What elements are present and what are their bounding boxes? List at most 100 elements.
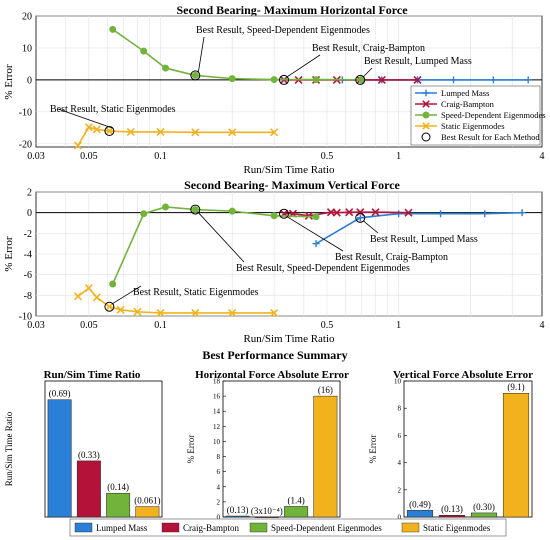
y-tick-label: 6 bbox=[217, 468, 221, 476]
plus-marker bbox=[437, 210, 445, 218]
legend-label: Best Result for Each Method bbox=[441, 132, 540, 142]
bar bbox=[502, 392, 530, 518]
bar-data-label: (0.13) bbox=[441, 504, 463, 514]
legend-label: Speed-Dependent Eigenmodes bbox=[441, 110, 546, 120]
run-sim-bar-chart: Run/Sim Time Ratio (0.69)(0.33)(0.14)(0.… bbox=[4, 369, 163, 518]
legend: Lumped MassCraig-BamptonSpeed-Dependent … bbox=[410, 85, 546, 146]
best-result-circle bbox=[104, 126, 115, 137]
dot-marker bbox=[140, 210, 148, 218]
dot-marker bbox=[312, 213, 320, 221]
x-marker bbox=[116, 305, 125, 314]
vertical-force-chart: Second Bearing- Maximum Vertical Force 0… bbox=[3, 178, 545, 345]
bars-layer: (0.49) (0.13) (0.30) (9.1) bbox=[406, 382, 530, 518]
x-marker bbox=[228, 308, 237, 317]
bar bbox=[438, 514, 466, 518]
x-tick-label: 0.1 bbox=[154, 320, 167, 331]
legend-label: Static Eigenmodes bbox=[423, 523, 491, 533]
legend-label: Lumped Mass bbox=[441, 88, 489, 98]
best-result-circle bbox=[104, 301, 115, 312]
plus-marker bbox=[422, 89, 430, 97]
bottom-legend: Lumped Mass Craig-Bampton Speed-Dependent … bbox=[69, 518, 507, 537]
legend-best-circle bbox=[421, 132, 431, 142]
summary-title: Best Performance Summary bbox=[202, 348, 347, 362]
x-tick-label: 0.1 bbox=[154, 151, 167, 162]
x-marker bbox=[413, 75, 422, 84]
bar bbox=[225, 515, 250, 518]
y-axis-label: % Error bbox=[3, 64, 15, 99]
dot-marker bbox=[109, 25, 117, 33]
x-tick-label: 1 bbox=[396, 151, 401, 162]
annotation-label: Best Result, Static Eigenmodes bbox=[50, 104, 176, 115]
y-axis-label: % Error bbox=[3, 236, 15, 271]
y-tick-label: 16 bbox=[213, 393, 221, 401]
x-marker bbox=[332, 208, 341, 217]
x-marker bbox=[371, 208, 380, 217]
bar-data-label: (0.30) bbox=[473, 502, 495, 512]
best-result-circle bbox=[278, 208, 289, 219]
x-marker bbox=[422, 100, 430, 108]
annotation-arrow bbox=[362, 67, 373, 78]
y-tick-label: 8 bbox=[398, 405, 402, 413]
dot-marker bbox=[312, 76, 320, 84]
legend-swatch bbox=[249, 522, 268, 533]
y-tick-label: 0 bbox=[27, 208, 32, 219]
annotation-label: Best Result, Lumped Mass bbox=[370, 234, 478, 245]
y-tick-label: 20 bbox=[22, 12, 32, 23]
x-tick-label: 0.03 bbox=[27, 151, 45, 162]
plus-marker bbox=[356, 214, 364, 222]
y-tick-label: 4 bbox=[398, 459, 402, 467]
y-tick-label: 10 bbox=[22, 43, 32, 54]
plus-marker bbox=[450, 76, 458, 84]
y-tick-label: 4 bbox=[217, 483, 221, 491]
x-marker bbox=[304, 211, 313, 220]
x-marker bbox=[73, 141, 82, 150]
x-tick-label: 1 bbox=[396, 320, 401, 331]
bar-data-label: (0.33) bbox=[78, 450, 100, 460]
bar bbox=[47, 399, 72, 518]
legend-label: Speed-Dependent Eigenmodes bbox=[271, 523, 382, 533]
bar-data-label: (3x10⁻⁴) bbox=[251, 506, 283, 516]
x-marker bbox=[126, 127, 135, 137]
gridlines bbox=[36, 191, 542, 317]
y-tick-label: 14 bbox=[213, 408, 221, 416]
best-result-circle bbox=[355, 212, 366, 223]
best-result-circle bbox=[355, 74, 366, 85]
series-line bbox=[315, 211, 523, 245]
bar bbox=[284, 506, 309, 518]
x-tick-label: 0.5 bbox=[321, 320, 334, 331]
chart-title: Second Bearing- Maximum Vertical Force bbox=[184, 178, 400, 192]
y-tick-label: 0 bbox=[217, 514, 221, 522]
axis-ticks: 0 2 4 6 8 10 12 14 16 18 bbox=[213, 378, 226, 522]
annotation-arrow bbox=[198, 212, 245, 263]
y-tick-label: -4 bbox=[24, 250, 32, 261]
x-tick-label: 4 bbox=[540, 320, 545, 331]
y-tick-label: -10 bbox=[19, 312, 32, 323]
chart-title: Horizontal Force Absolute Error bbox=[195, 369, 349, 381]
plus-marker bbox=[489, 76, 497, 84]
dot-marker bbox=[191, 206, 199, 214]
annotation-arrow bbox=[286, 216, 344, 252]
y-tick-label: 8 bbox=[217, 453, 221, 461]
annotation-label: Best Result, Lumped Mass bbox=[364, 56, 472, 67]
x-marker bbox=[356, 208, 365, 217]
plus-marker bbox=[524, 76, 532, 84]
y-tick-label: -10 bbox=[19, 107, 32, 118]
chart-title: Second Bearing- Maximum Horizontal Force bbox=[176, 3, 408, 17]
bar-data-label: (0.69) bbox=[49, 389, 71, 399]
bar-data-label: (0.13) bbox=[227, 505, 249, 515]
y-tick-label: -6 bbox=[24, 270, 32, 281]
plus-marker bbox=[395, 210, 403, 218]
legend-label: Lumped Mass bbox=[96, 523, 148, 533]
dot-marker bbox=[191, 71, 199, 79]
x-tick-label: 0.05 bbox=[80, 151, 98, 162]
horizontal-force-chart: Second Bearing- Maximum Horizontal Force… bbox=[3, 3, 546, 176]
y-tick-label: 6 bbox=[398, 432, 402, 440]
annotation-label: Best Result, Static Eigenmodes bbox=[133, 287, 259, 298]
legend-label: Craig-Bampton bbox=[441, 99, 495, 109]
plus-marker bbox=[312, 240, 320, 248]
x-marker bbox=[73, 292, 82, 301]
best-result-circle bbox=[190, 204, 201, 215]
annotation-arrow bbox=[286, 54, 321, 78]
y-tick-label: 2 bbox=[217, 498, 221, 506]
